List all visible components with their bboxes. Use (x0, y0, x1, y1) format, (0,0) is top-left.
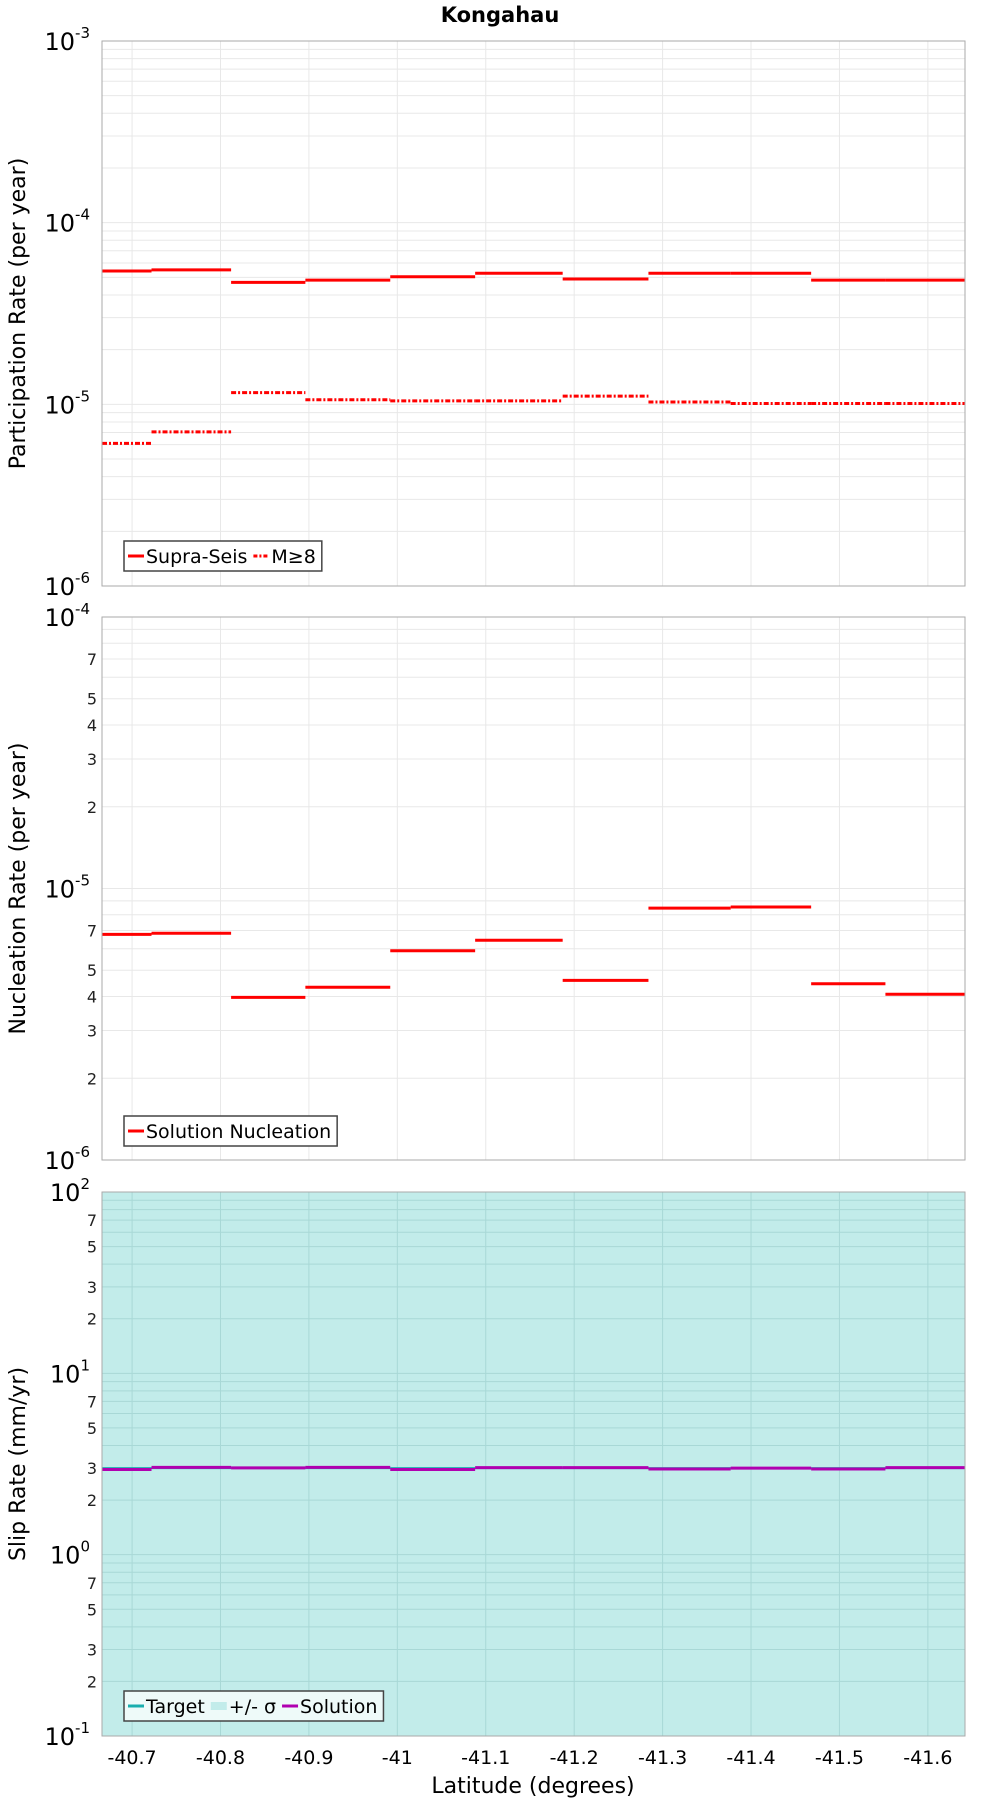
x-axis-label: Latitude (degrees) (431, 1774, 634, 1799)
legend-label: Supra-Seis (146, 546, 247, 568)
y-minor-tick-label: 2 (87, 1672, 97, 1691)
y-tick-label: 10-6 (44, 569, 90, 601)
y-minor-tick-label: 5 (87, 1600, 97, 1619)
legend-label: Target (145, 1696, 205, 1718)
y-minor-tick-label: 2 (87, 1069, 97, 1088)
panel-3: 10-1 100 101 102 2 3 5 7 2 3 5 7 2 3 5 7 Slip Rate (mm/y… (6, 1175, 966, 1751)
x-tick-label: -41.4 (726, 1747, 775, 1769)
y-minor-tick-label: 3 (87, 1021, 97, 1040)
y-minor-tick-label: 5 (87, 1238, 97, 1257)
chart-title: Kongahau (441, 3, 560, 27)
y-axis-label: Nucleation Rate (per year) (6, 743, 31, 1035)
y-minor-tick-label: 2 (87, 1491, 97, 1510)
legend-label: +/- σ (229, 1696, 276, 1718)
y-minor-tick-label: 4 (87, 988, 97, 1007)
plot-area (102, 41, 965, 586)
plot-border (101, 616, 966, 1161)
y-tick-label: 10-1 (44, 1719, 90, 1751)
y-minor-tick-label: 2 (87, 798, 97, 817)
x-tick-label: -40.9 (284, 1747, 333, 1769)
panel-2: 10-6 10-5 10-4 2 3 4 5 7 2 3 4 5 7 Nucleation Rate (p… (6, 600, 966, 1175)
legend: Solution Nucleation (123, 1115, 338, 1147)
y-minor-tick-label: 3 (87, 1278, 97, 1297)
y-minor-tick-label: 7 (87, 1574, 97, 1593)
y-tick-label: 10-4 (44, 600, 90, 632)
y-minor-tick-label: 7 (87, 650, 97, 669)
legend-box (123, 1690, 385, 1722)
x-tick-label: -41 (382, 1747, 413, 1769)
y-minor-tick-label: 7 (87, 1211, 97, 1230)
plot-border (101, 40, 966, 587)
y-minor-tick-label: 2 (87, 1310, 97, 1329)
x-tick-label: -41.5 (815, 1747, 864, 1769)
y-axis-label: Participation Rate (per year) (6, 158, 31, 470)
y-minor-tick-label: 4 (87, 716, 97, 735)
x-tick-label: -41.2 (550, 1747, 599, 1769)
y-axis-label: Slip Rate (mm/yr) (6, 1367, 31, 1561)
sigma-band (102, 1192, 965, 1736)
y-tick-label: 10-5 (44, 872, 90, 904)
x-tick-label: -41.3 (638, 1747, 687, 1769)
y-minor-tick-label: 5 (87, 961, 97, 980)
panel-1: 10-6 10-5 10-4 10-3 Participation Rate (per … (6, 24, 966, 601)
y-minor-tick-label: 5 (87, 1419, 97, 1438)
y-minor-tick-label: 5 (87, 690, 97, 709)
y-minor-tick-label: 7 (87, 1392, 97, 1411)
legend-label: Solution (300, 1696, 377, 1718)
legend: Supra-Seis M≥8 (123, 540, 323, 572)
x-tick-label: -40.7 (107, 1747, 156, 1769)
y-minor-tick-label: 7 (87, 922, 97, 941)
x-tick-label: -41.1 (461, 1747, 510, 1769)
y-tick-label: 10-6 (44, 1143, 90, 1175)
x-tick-label: -40.8 (196, 1747, 245, 1769)
plot-border (101, 1191, 966, 1737)
y-minor-tick-label: 3 (87, 1640, 97, 1659)
y-tick-label: 100 (50, 1538, 90, 1570)
legend-label: Solution Nucleation (146, 1121, 331, 1143)
y-minor-tick-label: 3 (87, 750, 97, 769)
y-tick-label: 102 (50, 1175, 90, 1207)
legend-box (123, 1115, 338, 1147)
y-tick-label: 10-4 (44, 206, 90, 238)
legend: Target +/- σ Solution (123, 1690, 385, 1722)
y-minor-tick-label: 3 (87, 1459, 97, 1478)
y-tick-label: 10-3 (44, 24, 90, 56)
legend-box (123, 540, 323, 572)
y-tick-label: 10-5 (44, 387, 90, 419)
x-tick-label: -41.6 (903, 1747, 952, 1769)
legend-label: M≥8 (271, 546, 315, 568)
y-tick-label: 101 (50, 1356, 90, 1388)
